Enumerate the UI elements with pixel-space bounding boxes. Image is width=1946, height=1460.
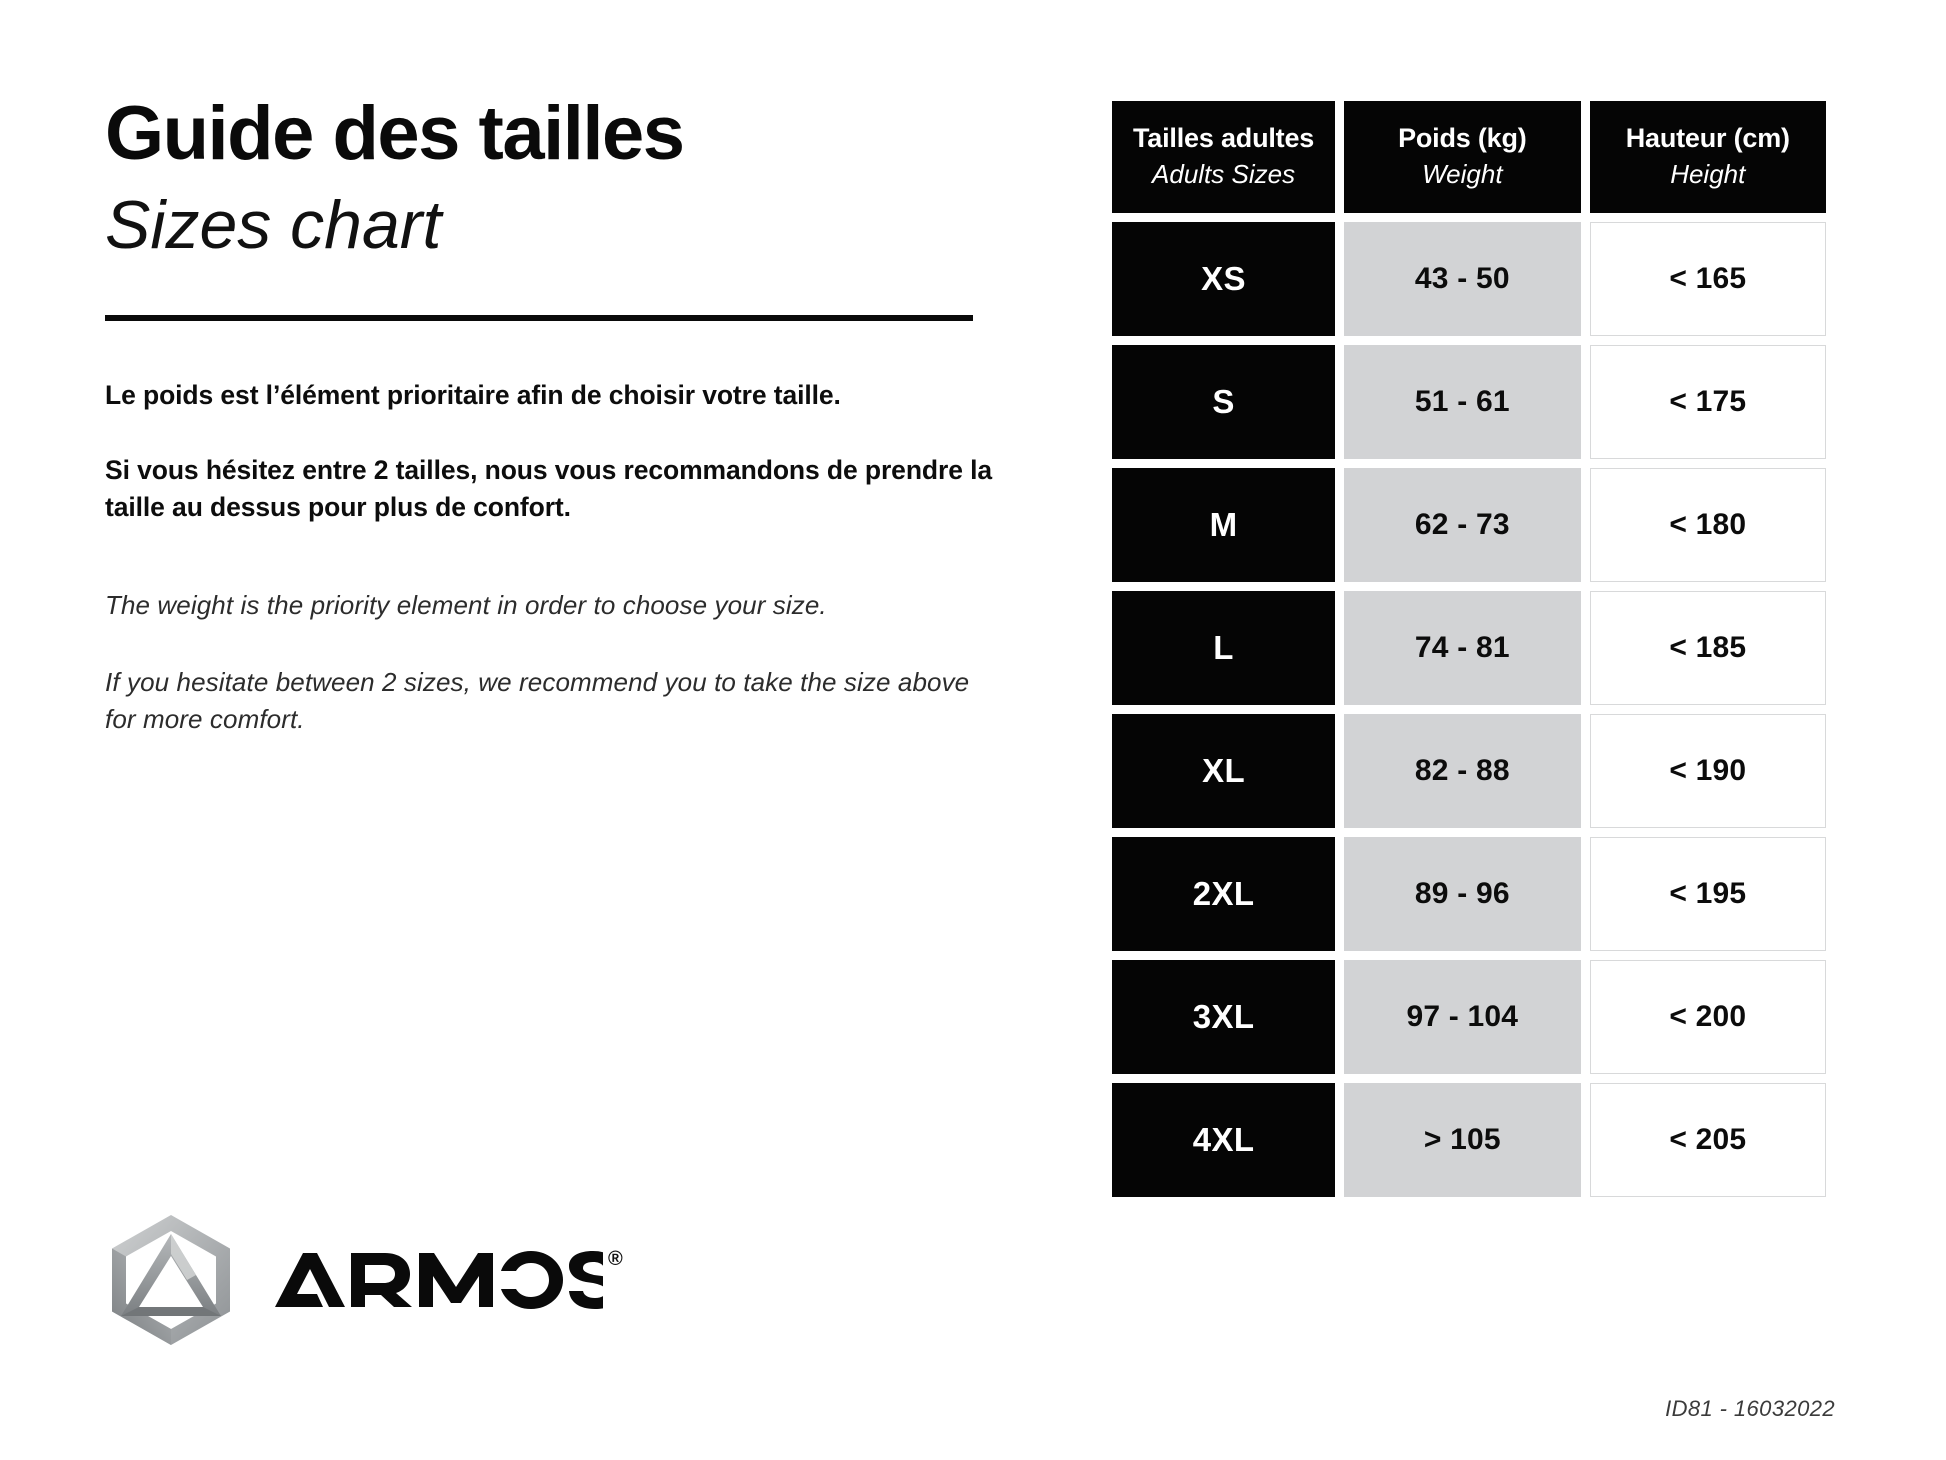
cell-height: < 180 — [1589, 468, 1826, 582]
table-row: XS 43 - 50 < 165 — [1112, 222, 1826, 336]
brand-logo: ® — [105, 1212, 623, 1348]
hexagon-triangle-emblem-icon — [112, 1215, 230, 1345]
size-chart-table: Tailles adultes Adults Sizes Poids (kg) … — [1103, 92, 1835, 1206]
title-divider — [105, 315, 973, 322]
cell-height: < 165 — [1589, 222, 1826, 336]
cell-size: 3XL — [1112, 960, 1336, 1074]
armos-wordmark-icon — [275, 1251, 603, 1309]
table-row: 2XL 89 - 96 < 195 — [1112, 837, 1826, 951]
intro-fr-line-2: Si vous hésitez entre 2 tailles, nous vo… — [105, 454, 993, 522]
table-header-row: Tailles adultes Adults Sizes Poids (kg) … — [1112, 101, 1826, 213]
column-header-weight-en: Weight — [1422, 159, 1503, 190]
cell-weight: 43 - 50 — [1344, 222, 1581, 336]
column-header-height-fr: Hauteur (cm) — [1625, 123, 1790, 154]
page-title-en: Sizes chart — [105, 187, 442, 263]
cell-weight: 97 - 104 — [1344, 960, 1581, 1074]
intro-en-group: The weight is the priority element in or… — [105, 587, 1005, 738]
intro-en-line-1: The weight is the priority element in or… — [105, 590, 827, 621]
cell-size: 4XL — [1112, 1083, 1336, 1197]
document-reference: ID81 - 16032022 — [1665, 1396, 1835, 1421]
cell-weight: 82 - 88 — [1344, 714, 1581, 828]
registered-trademark-icon: ® — [608, 1248, 623, 1270]
cell-weight: 89 - 96 — [1344, 837, 1581, 951]
cell-weight: > 105 — [1344, 1083, 1581, 1197]
cell-height: < 190 — [1589, 714, 1826, 828]
table-row: S 51 - 61 < 175 — [1112, 345, 1826, 459]
intro-text-block: Le poids est l’élément prioritaire afin … — [105, 377, 1005, 737]
intro-fr-line-1: Le poids est l’élément prioritaire afin … — [105, 380, 841, 411]
cell-height: < 205 — [1589, 1083, 1826, 1197]
cell-height: < 195 — [1589, 837, 1826, 951]
cell-size: M — [1112, 468, 1336, 582]
intro-en-line-2: If you hesitate between 2 sizes, we reco… — [105, 666, 970, 734]
column-header-adult-sizes-en: Adults Sizes — [1152, 159, 1296, 190]
cell-size: XL — [1112, 714, 1336, 828]
cell-size: S — [1112, 345, 1336, 459]
cell-height: < 185 — [1589, 591, 1826, 705]
cell-weight: 62 - 73 — [1344, 468, 1581, 582]
page-title-fr: Guide des tailles — [105, 91, 685, 176]
cell-weight: 74 - 81 — [1344, 591, 1581, 705]
table-row: L 74 - 81 < 185 — [1112, 591, 1826, 705]
column-header-adult-sizes-fr: Tailles adultes — [1133, 123, 1315, 154]
brand-wordmark: ® — [273, 1247, 623, 1313]
cell-size: L — [1112, 591, 1336, 705]
table-row: 3XL 97 - 104 < 200 — [1112, 960, 1826, 1074]
cell-weight: 51 - 61 — [1344, 345, 1581, 459]
cell-size: XS — [1112, 222, 1336, 336]
cell-height: < 175 — [1589, 345, 1826, 459]
cell-height: < 200 — [1589, 960, 1826, 1074]
column-header-height: Hauteur (cm) Height — [1589, 101, 1826, 213]
cell-size: 2XL — [1112, 837, 1336, 951]
table-row: M 62 - 73 < 180 — [1112, 468, 1826, 582]
column-header-adult-sizes: Tailles adultes Adults Sizes — [1112, 101, 1336, 213]
info-panel: Guide des tailles Sizes chart Le poids e… — [105, 96, 1005, 1376]
column-header-weight: Poids (kg) Weight — [1344, 101, 1581, 213]
column-header-height-en: Height — [1670, 159, 1746, 190]
column-header-weight-fr: Poids (kg) — [1398, 123, 1527, 154]
table-row: 4XL > 105 < 205 — [1112, 1083, 1826, 1197]
table-row: XL 82 - 88 < 190 — [1112, 714, 1826, 828]
